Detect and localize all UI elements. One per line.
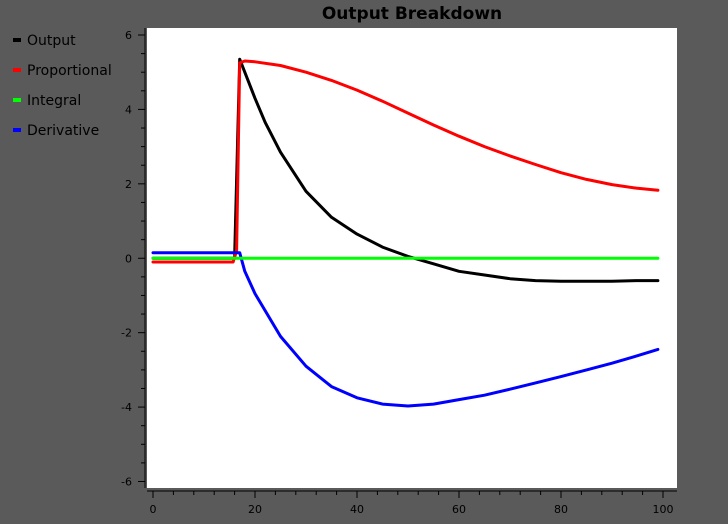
series-line-derivative (151, 251, 660, 408)
legend: Output Proportional Integral Derivative (13, 33, 112, 139)
y-tick-label: 0 (125, 252, 132, 265)
y-tick-label: -6 (121, 476, 132, 489)
y-tick-label: 6 (125, 29, 132, 42)
x-tick-label: 40 (350, 503, 364, 516)
y-tick-label: 2 (125, 178, 132, 191)
legend-swatch-derivative (13, 128, 21, 132)
x-tick-label: 20 (248, 503, 262, 516)
chart-title: Output Breakdown (322, 4, 502, 24)
x-tick-label: 80 (554, 503, 568, 516)
series-line-output (151, 57, 660, 283)
legend-label-derivative: Derivative (27, 123, 99, 139)
legend-swatch-output (13, 38, 21, 42)
series-line-proportional (151, 59, 660, 264)
x-tick-label: 100 (653, 503, 674, 516)
legend-label-proportional: Proportional (27, 63, 112, 79)
x-tick-label: 0 (150, 503, 157, 516)
legend-swatch-proportional (13, 68, 21, 72)
y-tick-label: -4 (121, 401, 132, 414)
y-tick-label: 4 (125, 103, 132, 116)
x-tick-label: 60 (452, 503, 466, 516)
series-layer (151, 57, 660, 408)
legend-swatch-integral (13, 98, 21, 102)
y-tick-label: -2 (121, 327, 132, 340)
legend-label-output: Output (27, 33, 76, 49)
legend-label-integral: Integral (27, 93, 81, 109)
